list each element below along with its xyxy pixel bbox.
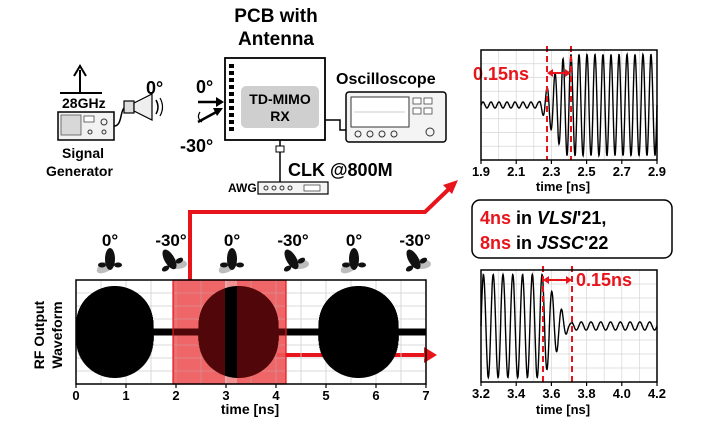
oscilloscope-icon [345,91,447,143]
zoom-x-tick: 4.0 [613,386,631,401]
signal-gen-label-2: Generator [46,163,113,179]
highlight-overlay-2 [237,280,286,384]
zoom-x-tick: 2.3 [542,164,560,179]
zoom-x-tick: 2.5 [578,164,596,179]
beam-pattern-icon [283,249,309,272]
zoom-bottom-xlabel: time [ns] [536,402,590,417]
chip-label-2: RX [270,108,290,124]
zoom-x-tick: 4.2 [648,386,666,401]
rx-angle-0: 0° [196,77,213,97]
beam-angle-label: -30° [155,231,187,250]
zoom-waveform [480,272,658,380]
zoom-bottom-plot: 0.15ns 3.2 3.4 3.6 3.8 4.0 4.2 [472,266,666,401]
main-x-tick: 5 [322,388,329,403]
main-x-tick: 6 [372,388,379,403]
beam-pattern-icon [218,248,244,274]
comparison-box [471,199,673,259]
clk-label: CLK @800M [288,160,393,180]
pcb-label-1: PCB with [234,6,317,27]
zoom-top-plot: 0.15ns 1.9 2.1 2.3 2.5 2.7 2.9 [472,46,666,179]
signal-gen-label-1: Signal [62,145,104,161]
zoom-x-tick: 1.9 [472,164,490,179]
freq-label: 28GHz [62,95,106,111]
main-x-tick: 4 [272,388,280,403]
tx-antenna-symbol [60,64,102,94]
main-xlabel: time [ns] [221,401,279,417]
scope-cable [325,119,346,131]
zoom-top-xlabel: time [ns] [536,179,590,194]
beam-pattern-icon [340,248,366,274]
zoom-x-tick: 3.2 [472,386,490,401]
beam-angle-label: 0° [102,231,118,250]
zoom-top-connector [188,184,454,280]
beam-pattern-icon [161,249,187,272]
span-annotation: 0.15ns [576,270,632,290]
main-x-tick: 7 [422,388,429,403]
signal-generator-icon [57,111,115,141]
oscilloscope-label: Oscilloscope [336,71,436,88]
zoom-frame [480,49,658,161]
chip-label-1: TD-MIMO [249,91,311,107]
beam-angle-label: 0° [346,231,362,250]
span-annotation: 0.15ns [473,64,529,84]
zoom-frame [480,269,658,383]
highlight-overlay-1 [173,280,225,384]
beam-pattern-icon [96,248,122,274]
zoom-x-tick: 3.8 [578,386,596,401]
comparison-line-2: 8ns in JSSC'22 [480,233,608,253]
pcb-label-2: Antenna [238,29,314,50]
main-ylabel-2: Waveform [49,301,65,368]
main-x-tick: 0 [72,388,79,403]
zoom-x-tick: 3.6 [542,386,560,401]
beam-angle-label: -30° [399,231,431,250]
beam-pattern-icon [405,249,431,272]
zoom-x-tick: 3.4 [507,386,526,401]
main-x-tick: 1 [122,388,129,403]
zoom-x-tick: 2.7 [613,164,631,179]
beam-angle-label: -30° [277,231,309,250]
tx-wave-icon [155,99,159,115]
main-ylabel-1: RF Output [31,300,47,369]
zoom-waveform [480,52,658,158]
main-waveform-plot: 0 1 2 3 4 5 6 7 [72,279,430,403]
rx-angle-30: -30° [180,136,213,156]
rx-chip [241,86,319,128]
main-plot-frame [75,279,427,385]
beam-angle-label: 0° [224,231,240,250]
awg-label: AWG [228,181,257,195]
main-x-tick: 3 [222,388,229,403]
awg-icon [257,181,329,195]
beam-angle-row: 0° -30° 0° -30° 0° -30° [96,231,431,274]
horn-antenna-icon [123,93,153,121]
main-x-tick: 2 [172,388,179,403]
zoom-x-tick: 2.9 [648,164,666,179]
comparison-line-1: 4ns in VLSI'21, [480,208,606,228]
tx-angle-label: 0° [146,78,163,98]
tx-cable [113,107,125,127]
zoom-x-tick: 2.1 [507,164,525,179]
rf-output-waveform [75,285,427,379]
